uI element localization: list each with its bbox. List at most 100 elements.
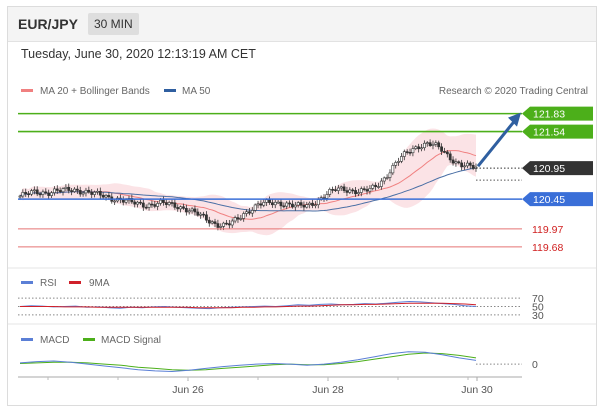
candle-body — [463, 165, 466, 168]
candle-body — [400, 156, 403, 162]
candle — [279, 198, 283, 210]
candle-body — [38, 193, 42, 196]
candle-body — [460, 162, 464, 168]
ma50-legend-swatch — [164, 89, 176, 92]
candle-body — [417, 146, 421, 150]
candle-body — [173, 202, 177, 208]
candle-body — [316, 199, 320, 206]
candle — [262, 199, 266, 208]
candle — [402, 149, 406, 161]
candle — [58, 187, 62, 194]
candle-body — [443, 151, 446, 153]
candle-body — [259, 203, 263, 206]
macd-legend: MACD — [40, 335, 69, 346]
candle-body — [402, 151, 406, 157]
macd-signal-legend-swatch — [83, 338, 95, 341]
candle — [425, 141, 429, 147]
candle — [164, 199, 168, 209]
candle — [434, 140, 438, 147]
candle-body — [96, 190, 99, 193]
candle-body — [394, 162, 398, 166]
price-levels: 121.83 121.54 120.95 120.45 119.97 119.68 — [18, 106, 593, 254]
candle — [362, 186, 366, 192]
macd-signal-line — [19, 352, 477, 371]
candle-body — [153, 204, 157, 207]
candle — [342, 183, 346, 194]
candle-body — [428, 142, 432, 146]
candle — [136, 200, 139, 208]
candle-body — [268, 199, 271, 203]
ma50-legend: MA 50 — [182, 86, 211, 97]
candle — [302, 201, 306, 211]
candle-body — [61, 188, 65, 193]
chart-card: EUR/JPY 30 MIN Tuesday, June 30, 2020 12… — [7, 6, 597, 406]
candle — [388, 169, 392, 182]
candle — [437, 140, 441, 150]
candle — [67, 183, 71, 194]
candle-body — [205, 214, 208, 221]
candle-body — [124, 199, 128, 203]
candle-body — [144, 206, 148, 209]
candle-body — [405, 151, 409, 153]
candle-body — [47, 192, 51, 196]
candle — [288, 200, 291, 208]
candle — [371, 183, 375, 191]
candle-body — [216, 223, 220, 228]
candle-body — [391, 165, 395, 174]
candle-body — [336, 187, 340, 191]
candle-body — [182, 206, 185, 209]
candle-body — [30, 190, 33, 195]
timeframe-button[interactable]: 30 MIN — [88, 13, 139, 35]
candle — [253, 203, 257, 213]
candle-body — [225, 222, 228, 225]
candle-body — [64, 186, 68, 189]
macd-line — [19, 351, 477, 373]
candle — [133, 198, 137, 208]
candle — [336, 184, 340, 195]
candle — [139, 199, 142, 205]
candle — [365, 185, 369, 195]
candle — [84, 187, 88, 197]
candle-body — [187, 210, 191, 213]
candle-body — [227, 223, 231, 226]
candle — [101, 192, 105, 199]
candle-body — [121, 199, 125, 203]
candle-body — [425, 142, 429, 144]
last-price-tag — [522, 161, 593, 176]
rsi-legend: RSI — [40, 278, 57, 289]
candle-body — [273, 201, 277, 206]
candle — [242, 211, 246, 222]
candle-body — [141, 202, 145, 208]
candle — [50, 191, 53, 198]
candle-body — [248, 211, 251, 214]
candle — [202, 211, 205, 218]
candle-body — [270, 202, 274, 206]
candle-body — [382, 177, 386, 182]
candle — [463, 162, 466, 170]
candle — [291, 200, 294, 209]
candle — [400, 152, 403, 164]
candle — [98, 187, 102, 199]
candle-body — [371, 184, 375, 189]
candle-body — [368, 188, 372, 192]
candle — [454, 158, 458, 167]
candle — [233, 215, 237, 224]
candle-body — [431, 143, 435, 146]
candle-body — [27, 193, 31, 196]
candle-body — [161, 199, 165, 203]
candle-body — [325, 194, 329, 199]
candle-body — [176, 207, 180, 210]
candle-body — [420, 147, 423, 150]
candle-body — [233, 217, 237, 222]
candle-body — [139, 201, 142, 204]
candle — [250, 207, 254, 217]
rsi-level-label: 70 — [532, 293, 544, 305]
candle-body — [93, 191, 96, 195]
candle — [207, 216, 211, 227]
candle-body — [70, 190, 74, 192]
candle-body — [339, 186, 343, 189]
candle — [184, 204, 188, 216]
candle — [81, 190, 85, 197]
candle-body — [308, 202, 312, 205]
candle — [227, 219, 231, 229]
